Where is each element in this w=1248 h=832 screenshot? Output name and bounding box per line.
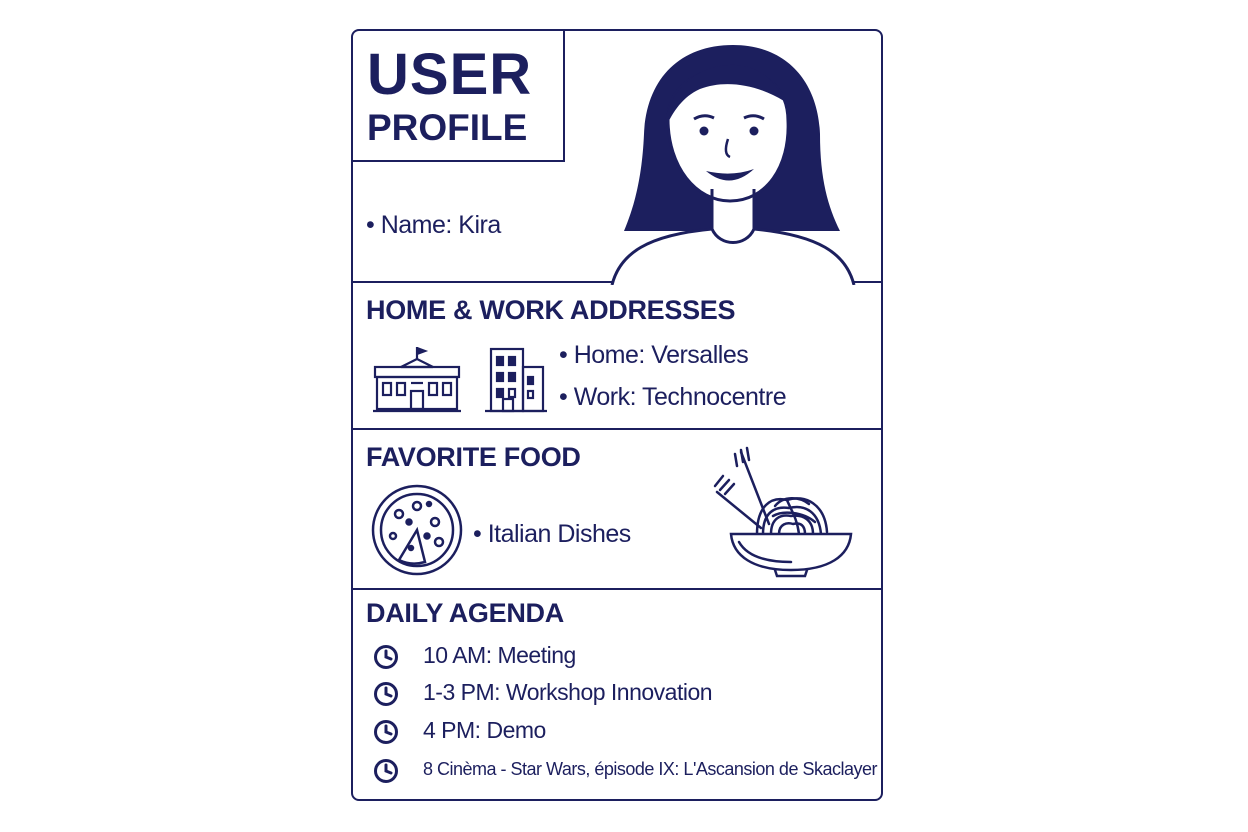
agenda-item-text: 4 PM: Demo xyxy=(423,717,546,743)
clock-icon xyxy=(374,645,398,669)
food-item-text: • Italian Dishes xyxy=(473,520,631,548)
food-heading: FAVORITE FOOD xyxy=(366,442,581,472)
profile-section: USER PROFILE • Name: Kira xyxy=(353,31,881,285)
food-section: FAVORITE FOOD • Italian Dishes xyxy=(353,430,881,590)
agenda-section: DAILY AGENDA 10 AM: Meeting 1-3 PM: Work… xyxy=(353,590,881,799)
work-address-text: • Work: Technocentre xyxy=(559,383,787,411)
pizza-icon xyxy=(371,484,463,576)
clock-icon xyxy=(374,720,398,744)
addresses-section: HOME & WORK ADDRESSES xyxy=(353,283,881,430)
name-text: • Name: Kira xyxy=(366,211,501,239)
office-building-icon xyxy=(485,347,547,413)
woman-avatar-icon xyxy=(610,45,856,285)
title-profile: PROFILE xyxy=(367,107,528,148)
agenda-item-text: 8 Cinèma - Star Wars, épisode IX: L'Asca… xyxy=(423,759,878,779)
clock-icon xyxy=(374,759,398,783)
agenda-heading: DAILY AGENDA xyxy=(366,598,564,628)
user-profile-card: USER PROFILE • Name: Kira H xyxy=(351,29,883,801)
home-address-text: • Home: Versalles xyxy=(559,341,749,369)
addresses-heading: HOME & WORK ADDRESSES xyxy=(366,295,736,325)
agenda-item-text: 10 AM: Meeting xyxy=(423,642,576,668)
title-user: USER xyxy=(367,42,533,107)
profile-title-box: USER PROFILE xyxy=(353,31,565,162)
palace-building-icon xyxy=(373,346,461,413)
pasta-bowl-icon xyxy=(713,446,853,578)
clock-icon xyxy=(374,682,398,706)
agenda-item-text: 1-3 PM: Workshop Innovation xyxy=(423,679,713,705)
